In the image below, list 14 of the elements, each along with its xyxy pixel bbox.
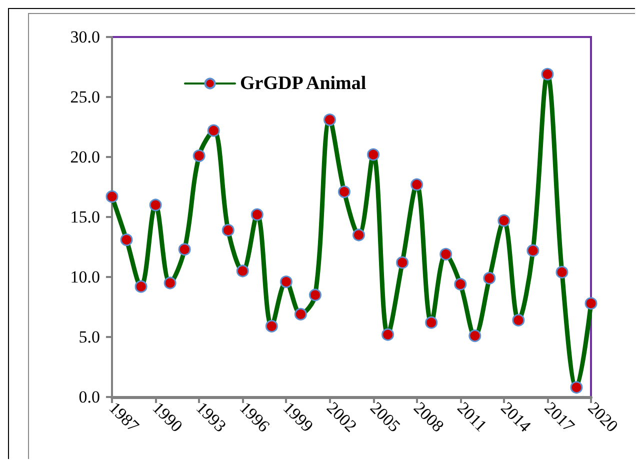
x-tick-label: 1993: [192, 398, 230, 436]
x-tick-label: 1999: [279, 398, 317, 436]
x-tick-label: 1996: [236, 398, 274, 436]
x-tick-label: 2017: [540, 398, 578, 436]
y-tick-label: 0.0: [78, 388, 100, 406]
x-tick-label: 1987: [105, 398, 143, 436]
y-tick-label: 10.0: [70, 268, 100, 286]
x-tick-label: 1990: [148, 398, 186, 436]
y-tick-label: 25.0: [70, 88, 100, 106]
y-tick-label: 5.0: [78, 328, 100, 346]
y-tick-label: 30.0: [70, 28, 100, 46]
y-tick-label: 15.0: [70, 208, 100, 226]
legend-label: GrGDP Animal: [240, 73, 366, 94]
y-tick-label: 20.0: [70, 148, 100, 166]
